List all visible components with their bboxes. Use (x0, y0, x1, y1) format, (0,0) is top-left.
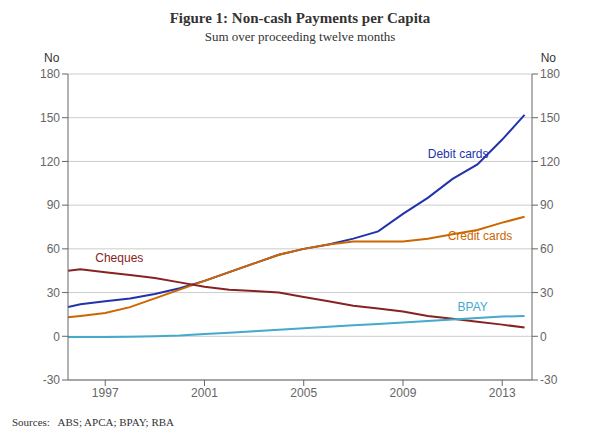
svg-text:BPAY: BPAY (458, 300, 488, 314)
svg-text:30: 30 (47, 286, 61, 300)
svg-text:60: 60 (540, 242, 554, 256)
svg-text:60: 60 (47, 242, 61, 256)
svg-text:90: 90 (540, 198, 554, 212)
svg-text:180: 180 (40, 67, 60, 81)
svg-text:2009: 2009 (390, 386, 417, 400)
svg-text:120: 120 (40, 155, 60, 169)
html-text:No: No (44, 51, 60, 65)
svg-text:180: 180 (540, 67, 560, 81)
svg-text:150: 150 (540, 111, 560, 125)
html-text:Figure 1: Non-cash Payments pe: Figure 1: Non-cash Payments per Capita (169, 10, 431, 26)
svg-text:150: 150 (40, 111, 60, 125)
svg-text:-30: -30 (43, 373, 61, 387)
html-text:Sources: ABS; APCA; BPAY; RBA: Sources: ABS; APCA; BPAY; RBA (12, 416, 174, 428)
html-text:No: No (540, 51, 556, 65)
svg-text:2013: 2013 (489, 386, 516, 400)
svg-text:-30: -30 (540, 373, 558, 387)
svg-text:0: 0 (540, 330, 547, 344)
svg-text:1997: 1997 (92, 386, 119, 400)
svg-text:120: 120 (540, 155, 560, 169)
svg-text:Cheques: Cheques (95, 251, 143, 265)
svg-text:90: 90 (47, 198, 61, 212)
svg-text:2001: 2001 (191, 386, 218, 400)
svg-text:0: 0 (53, 330, 60, 344)
html-text:Sum over proceeding twelve mon: Sum over proceeding twelve months (204, 29, 396, 44)
svg-text:Debit cards: Debit cards (428, 147, 489, 161)
svg-text:Credit cards: Credit cards (448, 229, 513, 243)
svg-text:2005: 2005 (290, 386, 317, 400)
svg-text:30: 30 (540, 286, 554, 300)
